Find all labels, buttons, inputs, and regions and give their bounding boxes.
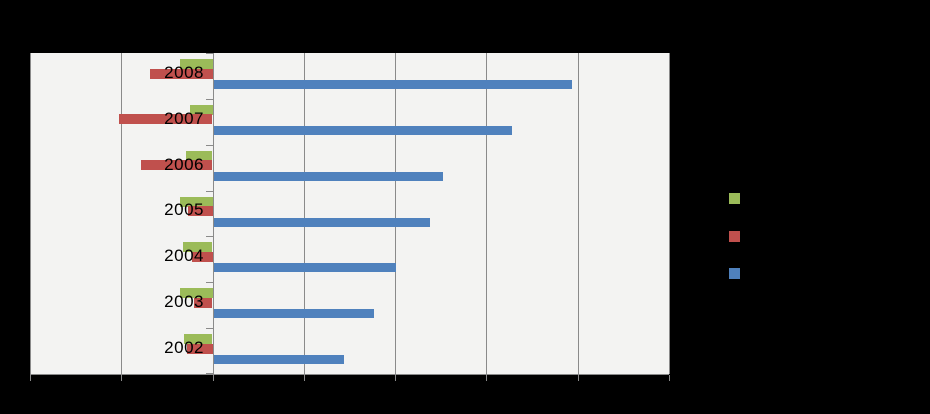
category-label: 2002	[164, 338, 204, 357]
value-axis-tick	[213, 375, 214, 381]
vertical-gridline	[395, 53, 396, 374]
category-axis-tick	[206, 328, 213, 329]
bar-series-blue	[213, 309, 374, 318]
bar-series-red	[119, 114, 212, 124]
bar-series-blue	[213, 218, 430, 227]
bar-series-red	[141, 160, 212, 170]
value-axis-tick	[395, 375, 396, 381]
value-axis-tick	[304, 375, 305, 381]
legend-swatch-green	[729, 193, 740, 204]
vertical-gridline	[30, 53, 31, 374]
bar-series-red	[194, 298, 212, 308]
bar-series-blue	[213, 80, 572, 89]
category-label: 2007	[164, 109, 204, 128]
bar-series-blue	[213, 126, 512, 135]
category-axis-tick	[206, 373, 213, 374]
plot-area: 2008 2007 2006 2005 2004 2003 2002	[30, 53, 670, 381]
category-label: 2004	[164, 246, 204, 265]
value-axis-tick	[30, 375, 31, 381]
bar-series-red	[192, 252, 213, 262]
category-axis-tick	[206, 282, 213, 283]
vertical-gridline	[304, 53, 305, 374]
bar-series-green	[180, 288, 213, 298]
bar-series-green	[190, 105, 213, 115]
bar-series-red	[187, 344, 213, 354]
category-label: 2008	[164, 63, 204, 82]
value-axis-tick	[578, 375, 579, 381]
category-axis-tick	[206, 191, 213, 192]
bar-series-red	[150, 69, 213, 79]
value-axis-tick	[669, 375, 670, 381]
vertical-gridline	[486, 53, 487, 374]
bar-series-blue	[213, 355, 344, 364]
category-label: 2003	[164, 292, 204, 311]
category-label: 2005	[164, 200, 204, 219]
category-axis-tick	[206, 53, 213, 54]
vertical-gridline	[578, 53, 579, 374]
bar-series-green	[180, 197, 213, 207]
category-axis-tick	[206, 236, 213, 237]
bar-series-blue	[213, 172, 443, 181]
value-axis-tick	[121, 375, 122, 381]
bar-series-green	[180, 59, 213, 69]
category-axis-tick	[206, 145, 213, 146]
bar-series-green	[184, 334, 212, 344]
vertical-gridline	[121, 53, 122, 374]
bar-series-green	[183, 242, 212, 252]
category-axis-tick	[206, 99, 213, 100]
category-axis-line	[213, 53, 214, 374]
bar-series-green	[186, 151, 212, 161]
bar-series-red	[188, 206, 213, 216]
category-label: 2006	[164, 155, 204, 174]
bar-series-blue	[213, 263, 396, 272]
vertical-gridline	[669, 53, 670, 374]
value-axis-tick	[486, 375, 487, 381]
legend-swatch-blue	[729, 268, 740, 279]
legend-swatch-red	[729, 231, 740, 242]
